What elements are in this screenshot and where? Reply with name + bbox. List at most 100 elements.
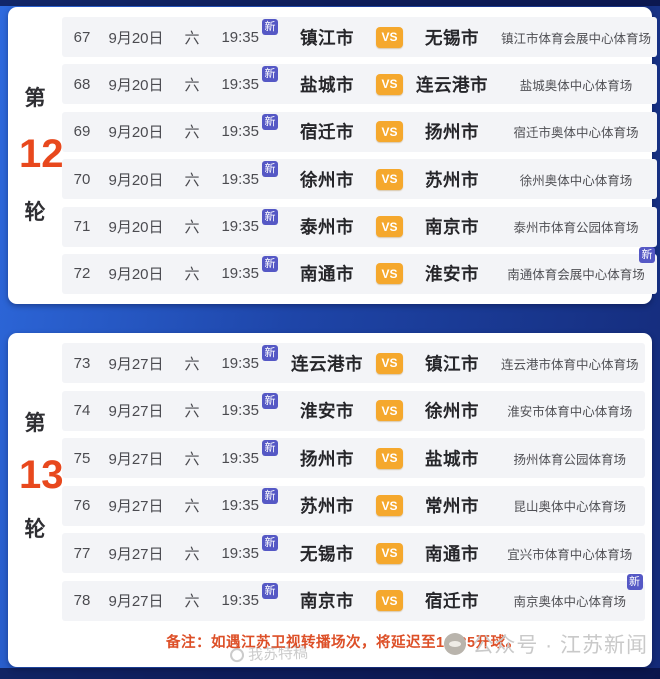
watermark-ring-icon <box>229 647 245 662</box>
round-prefix: 第 <box>24 86 46 110</box>
round-number: 13 <box>19 453 64 497</box>
match-row-67: 67 9月20日 六 19:35 新 镇江市 VS 无锡市 镇江市体育会展中心体育… <box>62 17 658 57</box>
round-13-card: 第 13 轮 73 9月27日 六 19:35 新 连云港市 VS 镇江市 连云港… <box>8 333 652 667</box>
home-team: 盐城市 <box>300 74 354 95</box>
broadcast-note: 备注：如遇江苏卫视转播场次，将延迟至19:35开球。 <box>166 635 521 651</box>
venue: 昆山奥体中心体育场 <box>513 500 627 515</box>
new-badge: 新 <box>262 113 278 130</box>
match-time: 19:35 新 <box>210 487 278 514</box>
match-number: 68 <box>73 75 91 93</box>
away-team: 扬州市 <box>425 122 479 143</box>
vs-badge: VS <box>376 495 403 517</box>
match-row-78: 78 9月27日 六 19:35 新 南京市 VS 宿迁市 南京奥体中心体育场 新 <box>62 573 645 621</box>
match-weekday: 六 <box>184 266 200 284</box>
match-row-73: 73 9月27日 六 19:35 新 连云港市 VS 镇江市 连云港市体育中心体育… <box>62 343 645 383</box>
away-team: 常州市 <box>425 496 479 517</box>
match-number: 70 <box>73 170 91 188</box>
venue: 南通体育会展中心体育场 <box>507 268 645 283</box>
match-number: 69 <box>73 123 91 141</box>
match-date: 9月27日 <box>108 498 164 516</box>
venue: 盐城奥体中心体育场 <box>519 78 633 93</box>
match-date: 9月27日 <box>108 450 164 468</box>
new-badge: 新 <box>262 392 278 409</box>
vs-badge: VS <box>376 400 403 422</box>
jiangsu-news-logo-icon <box>444 633 467 655</box>
new-badge: 新 <box>262 161 278 178</box>
round-number: 12 <box>19 131 64 176</box>
vs-badge: VS <box>376 590 403 612</box>
match-time: 19:35 新 <box>210 208 278 235</box>
match-date: 9月27日 <box>108 403 164 421</box>
home-team: 无锡市 <box>300 543 354 564</box>
venue: 镇江市体育会展中心体育场 <box>501 31 652 46</box>
venue: 扬州体育公园体育场 <box>513 452 627 467</box>
vs-badge: VS <box>376 263 403 285</box>
frame-top-strip <box>0 0 660 6</box>
venue: 连云港市体育中心体育场 <box>501 357 639 372</box>
match-weekday: 六 <box>184 593 200 611</box>
match-number: 73 <box>73 354 91 372</box>
corner-new-badge: 新 <box>639 246 656 263</box>
match-weekday: 六 <box>184 76 200 94</box>
away-team: 宿迁市 <box>425 591 479 612</box>
frame-bottom-strip <box>0 668 660 679</box>
home-team: 连云港市 <box>291 353 363 374</box>
away-team: 连云港市 <box>416 74 488 95</box>
away-team: 南京市 <box>425 217 479 238</box>
venue: 南京奥体中心体育场 <box>513 595 627 610</box>
away-team: 盐城市 <box>425 448 479 469</box>
vs-badge: VS <box>376 216 403 238</box>
match-time: 19:35 新 <box>210 161 278 188</box>
match-number: 78 <box>73 592 91 610</box>
new-badge: 新 <box>262 208 278 225</box>
home-team: 南京市 <box>300 591 354 612</box>
new-badge: 新 <box>262 582 278 599</box>
match-weekday: 六 <box>184 124 200 142</box>
vs-badge: VS <box>376 447 403 469</box>
match-row-71: 71 9月20日 六 19:35 新 泰州市 VS 南京市 泰州市体育公园体育场 <box>62 206 658 247</box>
match-weekday: 六 <box>184 545 200 563</box>
new-badge: 新 <box>262 19 278 35</box>
round-12-rows: 67 9月20日 六 19:35 新 镇江市 VS 无锡市 镇江市体育会展中心体育… <box>62 7 660 304</box>
match-weekday: 六 <box>184 498 200 516</box>
match-time: 19:35 新 <box>210 582 278 609</box>
match-time: 19:35 新 <box>210 255 278 282</box>
match-time: 19:35 新 <box>210 440 278 467</box>
match-date: 9月20日 <box>108 76 164 94</box>
match-date: 9月20日 <box>108 171 164 189</box>
match-row-72: 72 9月20日 六 19:35 新 南通市 VS 淮安市 南通体育会展中心体育场… <box>62 246 658 294</box>
venue: 泰州市体育公园体育场 <box>513 221 639 236</box>
home-team: 扬州市 <box>300 448 354 469</box>
home-team: 泰州市 <box>300 217 354 238</box>
account-name: 公众号 · 江苏新闻 <box>472 634 648 657</box>
match-date: 9月27日 <box>108 355 164 373</box>
match-number: 77 <box>73 544 91 562</box>
match-number: 71 <box>73 218 91 236</box>
match-row-74: 74 9月27日 六 19:35 新 淮安市 VS 徐州市 淮安市体育中心体育场 <box>62 390 645 431</box>
round-prefix: 第 <box>24 412 46 435</box>
match-row-68: 68 9月20日 六 19:35 新 盐城市 VS 连云港市 盐城奥体中心体育场 <box>62 64 658 105</box>
away-team: 镇江市 <box>425 353 479 374</box>
match-number: 74 <box>73 402 91 420</box>
vs-badge: VS <box>376 168 403 190</box>
match-date: 9月27日 <box>108 593 164 611</box>
home-team: 淮安市 <box>300 401 354 422</box>
away-team: 苏州市 <box>425 169 479 190</box>
match-row-76: 76 9月27日 六 19:35 新 苏州市 VS 常州市 昆山奥体中心体育场 <box>62 485 645 526</box>
match-date: 9月20日 <box>108 29 164 47</box>
away-team: 南通市 <box>425 543 479 564</box>
watermark-wusu: 我苏特稿 <box>229 642 309 666</box>
match-time: 19:35 新 <box>210 66 278 93</box>
match-row-77: 77 9月27日 六 19:35 新 无锡市 VS 南通市 宜兴市体育中心体育场 <box>62 533 645 574</box>
match-weekday: 六 <box>184 29 200 47</box>
match-date: 9月20日 <box>108 266 164 284</box>
match-time: 19:35 新 <box>210 392 278 419</box>
match-time: 19:35 新 <box>210 535 278 562</box>
match-weekday: 六 <box>184 403 200 421</box>
away-team: 淮安市 <box>425 264 479 285</box>
vs-badge: VS <box>376 121 403 143</box>
home-team: 宿迁市 <box>300 122 354 143</box>
venue: 宿迁市奥体中心体育场 <box>513 126 639 141</box>
new-badge: 新 <box>262 440 278 457</box>
